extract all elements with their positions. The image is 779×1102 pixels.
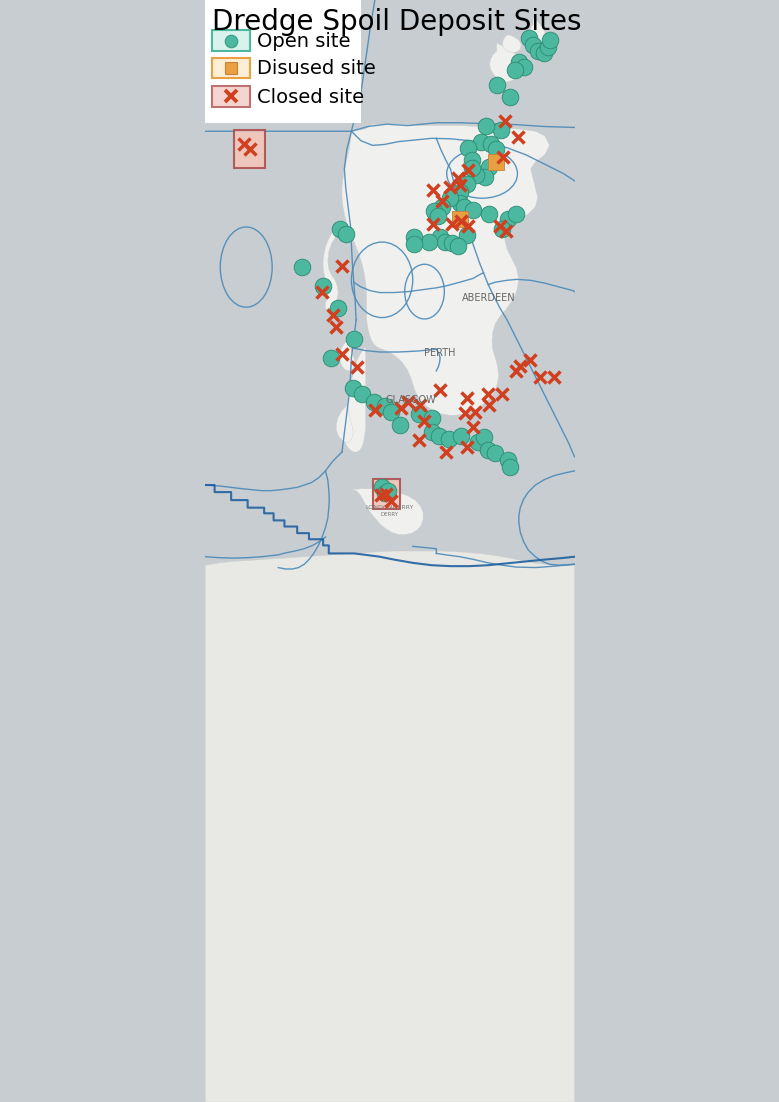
Polygon shape	[336, 406, 353, 443]
Polygon shape	[527, 19, 545, 48]
Bar	[205, 0, 361, 123]
Text: Open site: Open site	[257, 32, 351, 51]
Text: ABERDEEN: ABERDEEN	[461, 293, 515, 303]
Text: Disused site: Disused site	[257, 60, 375, 78]
Bar	[234, 131, 264, 169]
Bar	[212, 58, 249, 79]
Text: DERRY: DERRY	[380, 511, 398, 516]
Text: Dredge Spoil Deposit Sites: Dredge Spoil Deposit Sites	[212, 9, 581, 36]
Polygon shape	[502, 35, 520, 53]
Bar	[212, 87, 249, 108]
Bar	[373, 479, 399, 509]
Polygon shape	[323, 230, 342, 310]
Text: GLASGOW: GLASGOW	[385, 395, 435, 404]
Polygon shape	[342, 125, 549, 415]
Polygon shape	[205, 551, 574, 1102]
Bar	[212, 31, 249, 52]
Text: PERTH: PERTH	[424, 348, 456, 358]
Polygon shape	[344, 348, 365, 453]
Polygon shape	[489, 44, 520, 83]
Polygon shape	[351, 489, 423, 534]
Polygon shape	[340, 339, 355, 371]
Text: Closed site: Closed site	[257, 87, 364, 107]
Text: LONDONDERRY: LONDONDERRY	[365, 505, 413, 509]
